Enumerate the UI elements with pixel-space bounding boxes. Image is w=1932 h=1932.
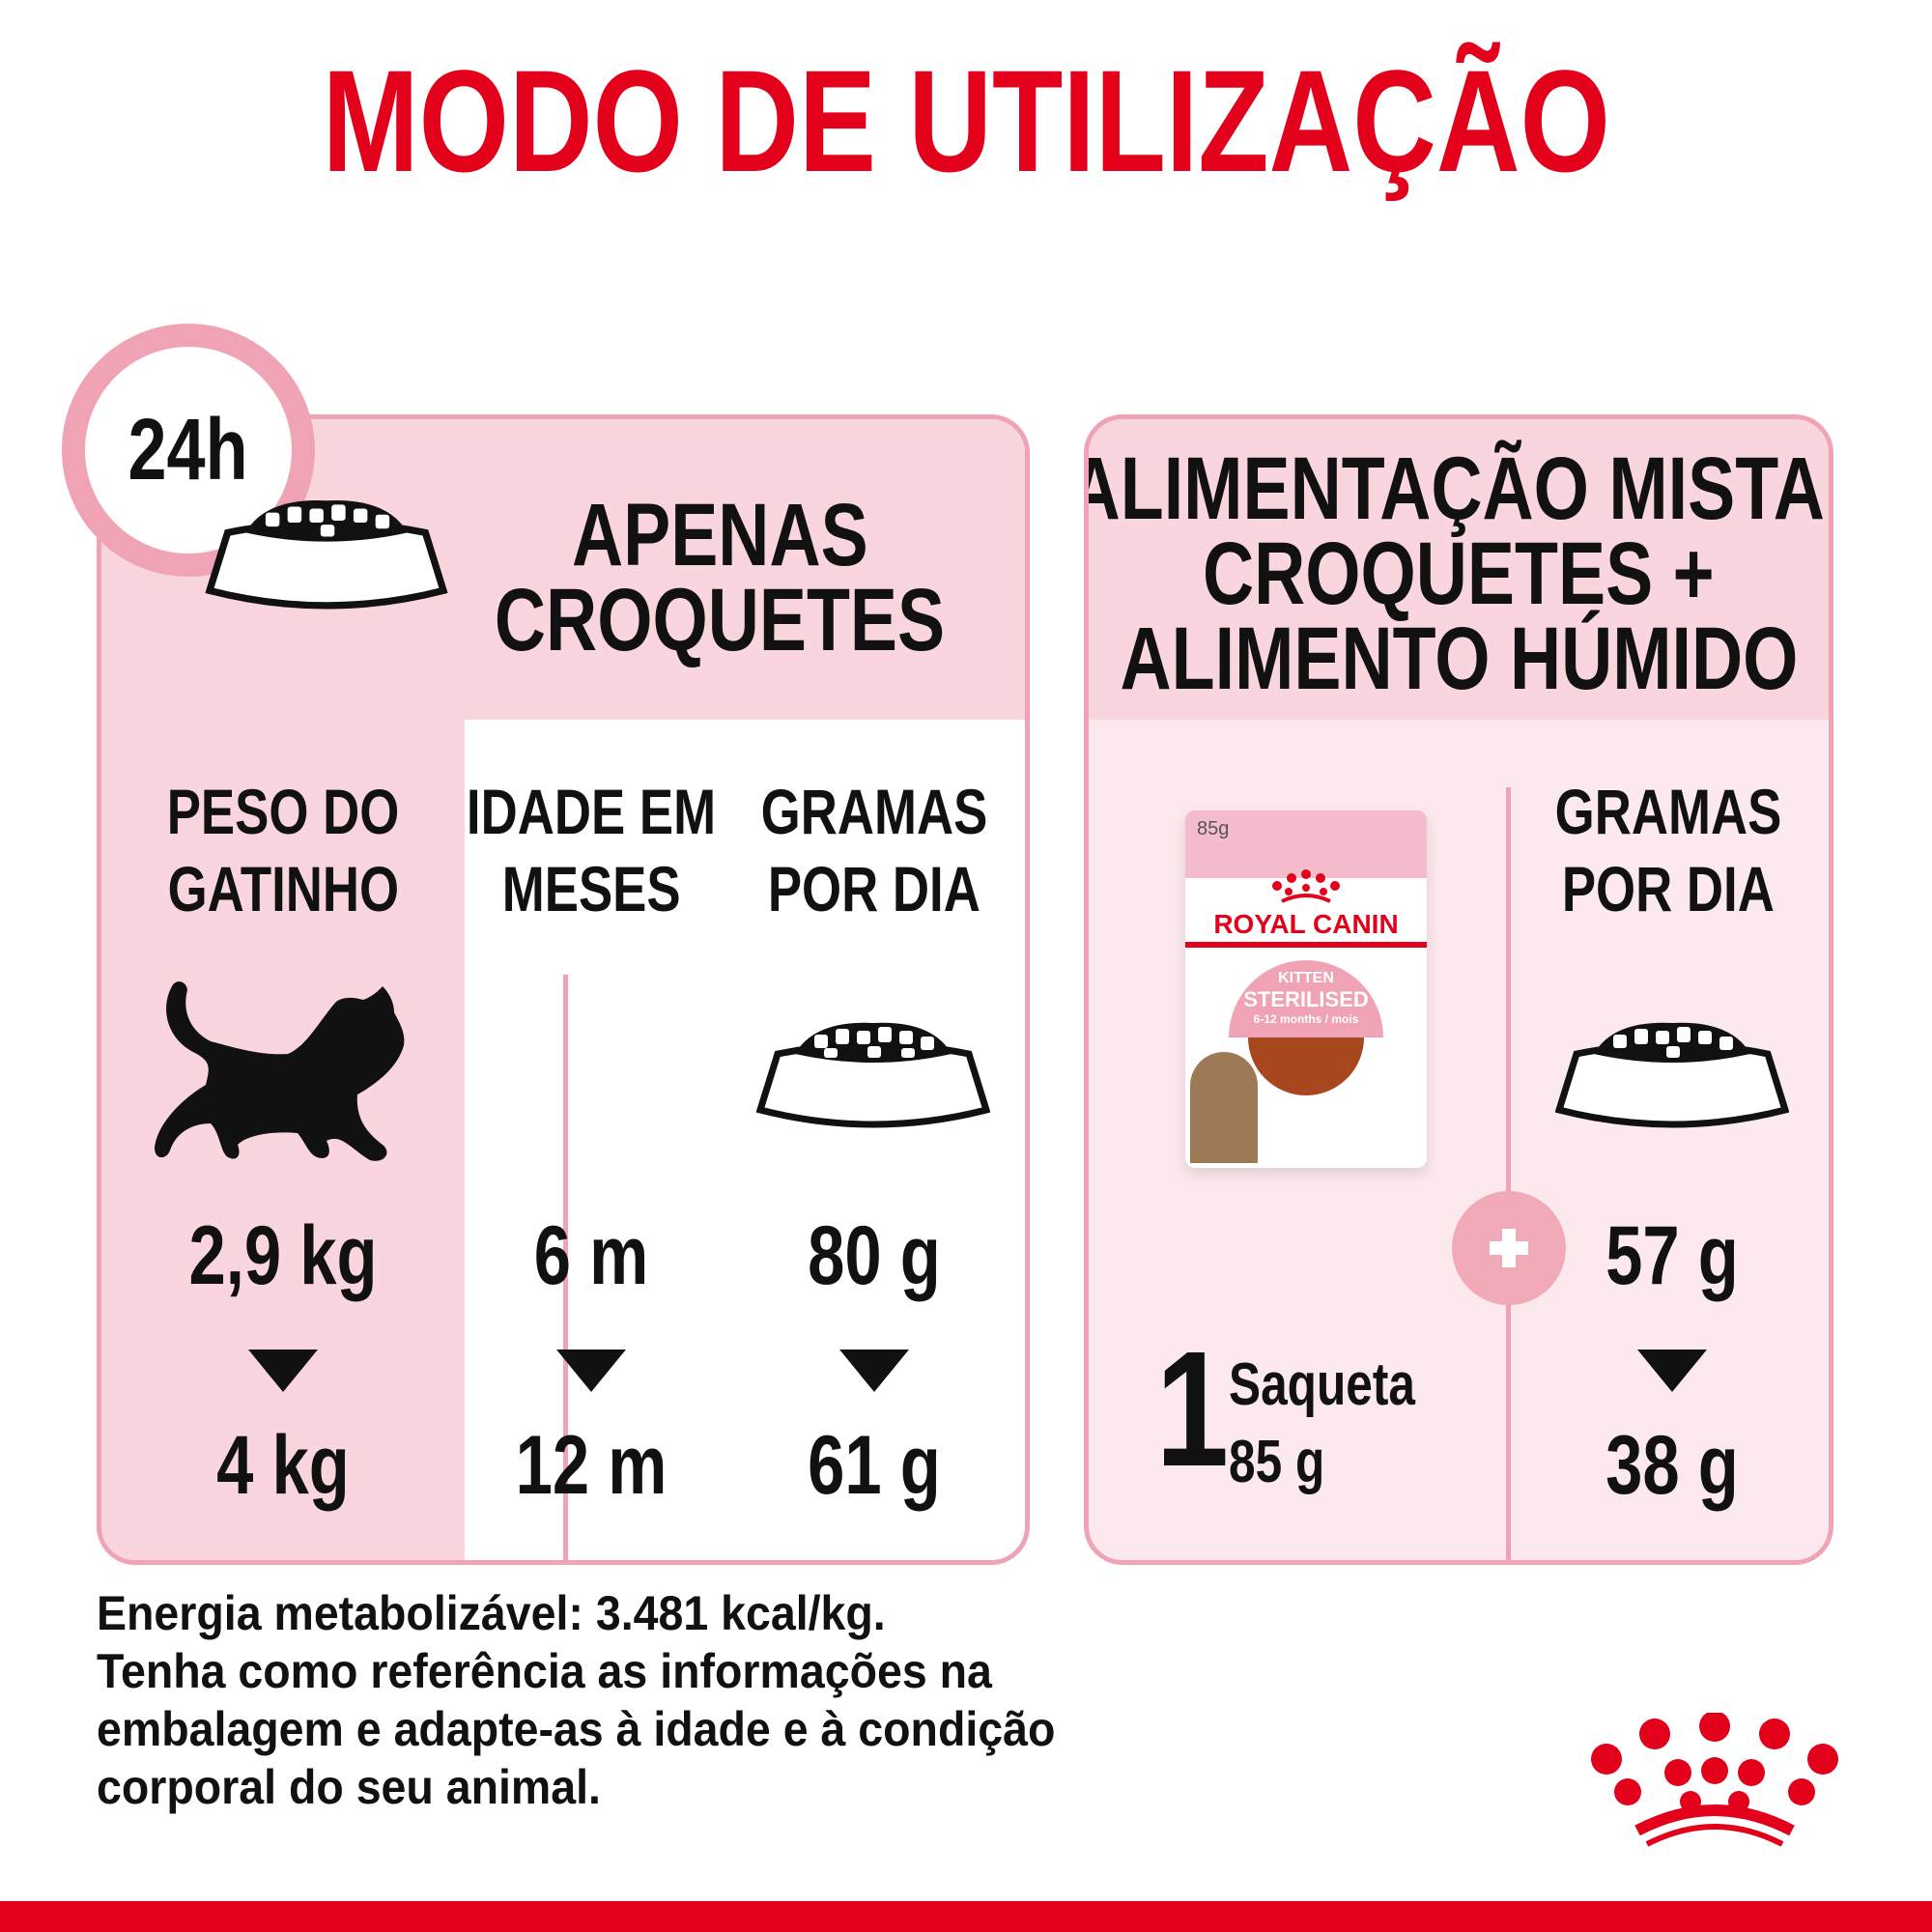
pouch-count: 1 (1155, 1318, 1230, 1501)
pouch-brand: ROYAL CANIN (1213, 909, 1399, 939)
weight-from: 2,9 kg (188, 1209, 378, 1302)
plus-icon (1452, 1191, 1566, 1305)
food-bowl-icon (205, 500, 448, 610)
age-to: 12 m (515, 1419, 668, 1512)
column-divider (563, 975, 568, 1560)
pouch-label: Saqueta 85 g (1229, 1351, 1415, 1495)
footer-line: Tenha como referência as informações na (97, 1644, 992, 1698)
footer-line: Energia metabolizável: 3.481 kcal/kg. (97, 1586, 886, 1640)
grams-from: 80 g (808, 1209, 941, 1302)
royal-canin-crown-logo (1591, 1713, 1838, 1847)
dry-only-panel: APENAS CROQUETES PESO DO GATINHO IDADE EM… (97, 414, 1030, 1565)
food-bowl-icon (1555, 1022, 1789, 1128)
royal-canin-crown-logo (1272, 869, 1340, 903)
grams-to: 38 g (1605, 1419, 1739, 1512)
panel-header (1089, 419, 1829, 720)
column-header-weight: PESO DO GATINHO (166, 776, 400, 924)
clock-label: 24h (128, 402, 249, 498)
panel-title-line: APENAS (571, 486, 868, 584)
grams-from: 57 g (1605, 1209, 1739, 1302)
footer-line: corporal do seu animal. (97, 1760, 601, 1814)
arrow-down-icon (839, 1350, 909, 1392)
mixed-feeding-panel: ALIMENTAÇÃO MISTA: CROQUETES + ALIMENTO … (1084, 414, 1833, 1565)
arrow-down-icon (556, 1350, 626, 1392)
food-bowl-icon (756, 1022, 990, 1128)
grams-to: 61 g (808, 1419, 941, 1512)
column-header-age: IDADE EM MESES (466, 776, 717, 924)
arrow-down-icon (1637, 1350, 1707, 1392)
footer-note: Energia metabolizável: 3.481 kcal/kg. Te… (97, 1584, 1127, 1816)
weight-to: 4 kg (216, 1419, 350, 1512)
panel-title: ALIMENTAÇÃO MISTA: CROQUETES + ALIMENTO … (1084, 440, 1833, 708)
bottom-brand-bar (0, 1901, 1932, 1932)
arrow-down-icon (248, 1350, 318, 1392)
kitten-silhouette-icon (155, 981, 405, 1161)
wet-food-pouch-image: 85g ROYAL CANIN KITTEN STERILISED 6-12 m… (1185, 810, 1427, 1168)
page-title-text: MODO DE UTILIZAÇÃO (322, 40, 1610, 202)
footer-line: embalagem e adapte-as à idade e à condiç… (97, 1702, 1056, 1756)
column-header-grams: GRAMAS POR DIA (1554, 776, 1782, 924)
column-header-grams: GRAMAS POR DIA (760, 776, 988, 924)
panel-title-line: CROQUETES (494, 571, 946, 669)
age-from: 6 m (533, 1209, 649, 1302)
page-title: MODO DE UTILIZAÇÃO (0, 48, 1932, 193)
column-divider (1506, 787, 1511, 1560)
panel-title: APENAS CROQUETES (439, 486, 1002, 669)
